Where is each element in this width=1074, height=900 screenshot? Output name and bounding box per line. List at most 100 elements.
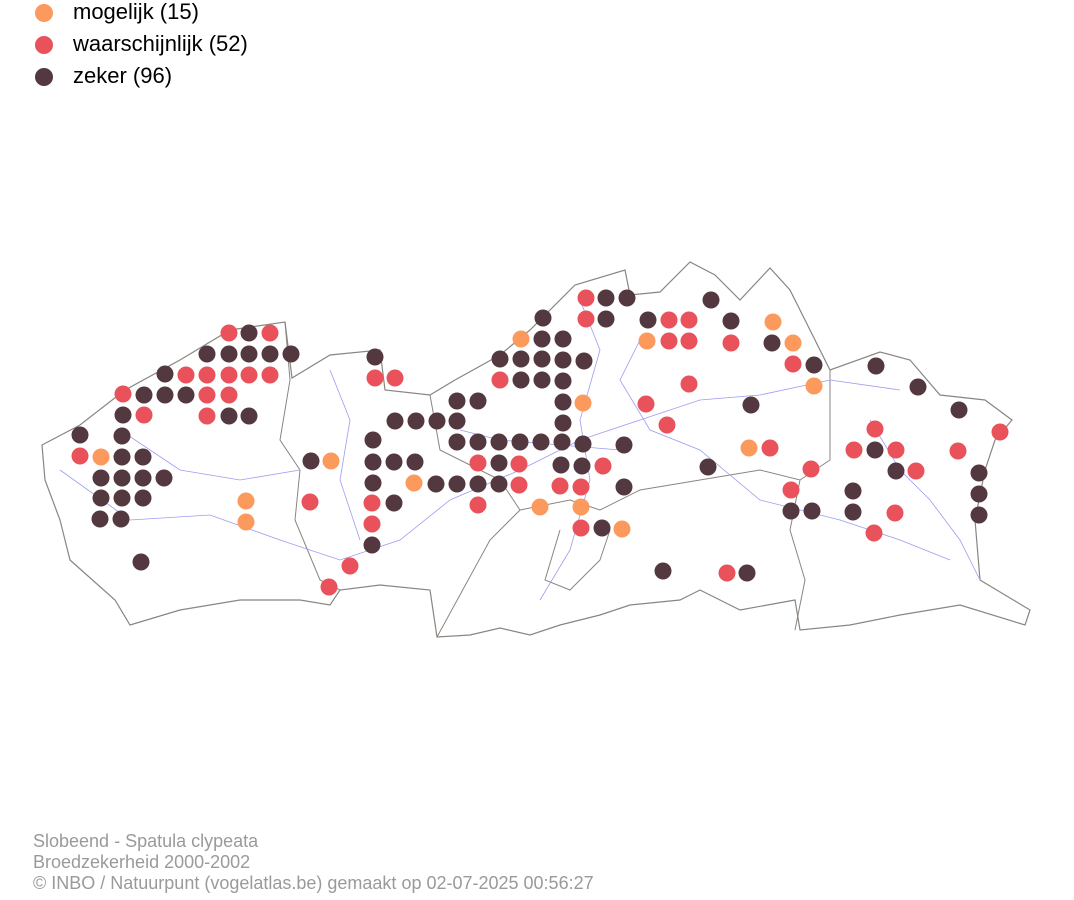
- observation-dot: [491, 371, 509, 389]
- legend-swatch: [35, 68, 53, 86]
- observation-dot: [91, 510, 109, 528]
- observation-dot: [554, 372, 572, 390]
- observation-dot: [490, 475, 508, 493]
- observation-dot: [844, 482, 862, 500]
- observation-dot: [112, 510, 130, 528]
- observation-dot: [407, 412, 425, 430]
- observation-dot: [198, 386, 216, 404]
- observation-dot: [761, 439, 779, 457]
- observation-dot: [491, 350, 509, 368]
- river: [119, 429, 301, 481]
- observation-dot: [71, 426, 89, 444]
- observation-dot: [805, 377, 823, 395]
- observation-dot: [510, 455, 528, 473]
- observation-dot: [844, 503, 862, 521]
- observation-dot: [469, 475, 487, 493]
- observation-dot: [512, 350, 530, 368]
- observation-dot: [572, 519, 590, 537]
- observation-dot: [593, 519, 611, 537]
- observation-dot: [577, 310, 595, 328]
- observation-dot: [554, 330, 572, 348]
- observation-dot: [782, 502, 800, 520]
- observation-dot: [615, 436, 633, 454]
- observation-dot: [428, 412, 446, 430]
- observation-dot: [490, 454, 508, 472]
- observation-dot: [385, 453, 403, 471]
- observation-dot: [363, 536, 381, 554]
- observation-dot: [597, 310, 615, 328]
- observation-dot: [113, 469, 131, 487]
- observation-dot: [887, 462, 905, 480]
- observation-dot: [364, 431, 382, 449]
- observation-dot: [427, 475, 445, 493]
- observation-dot: [132, 553, 150, 571]
- observation-dot: [970, 485, 988, 503]
- observation-dot: [680, 375, 698, 393]
- river: [869, 419, 981, 581]
- observation-dot: [448, 392, 466, 410]
- observation-dot: [554, 351, 572, 369]
- observation-dot: [803, 502, 821, 520]
- observation-dot: [341, 557, 359, 575]
- observation-dot: [784, 334, 802, 352]
- observation-dot: [907, 462, 925, 480]
- observation-dot: [782, 481, 800, 499]
- observation-dot: [156, 365, 174, 383]
- observation-dot: [469, 392, 487, 410]
- observation-dot: [92, 448, 110, 466]
- observation-dot: [802, 460, 820, 478]
- legend-label: zeker (96): [73, 63, 172, 88]
- observation-dot: [490, 433, 508, 451]
- observation-dot: [135, 386, 153, 404]
- observation-dot: [240, 366, 258, 384]
- observation-dot: [533, 350, 551, 368]
- legend-label: waarschijnlijk (52): [72, 31, 248, 56]
- observation-dot: [886, 504, 904, 522]
- observation-dot: [845, 441, 863, 459]
- observation-dot: [510, 476, 528, 494]
- observation-dot: [531, 498, 549, 516]
- observation-dot: [970, 464, 988, 482]
- observation-dot: [469, 496, 487, 514]
- observation-dot: [92, 469, 110, 487]
- observation-dot: [220, 345, 238, 363]
- observation-dot: [534, 309, 552, 327]
- observation-dot: [784, 355, 802, 373]
- observation-dot: [639, 311, 657, 329]
- observation-dot: [594, 457, 612, 475]
- observation-dot: [949, 442, 967, 460]
- observation-dot: [363, 494, 381, 512]
- observation-dot: [364, 474, 382, 492]
- legend-swatch: [35, 4, 53, 22]
- observation-dot: [240, 324, 258, 342]
- observation-dot: [533, 371, 551, 389]
- footer-line: Slobeend - Spatula clypeata: [33, 831, 259, 851]
- observation-dot: [551, 477, 569, 495]
- observation-dot: [613, 520, 631, 538]
- observation-dot: [386, 412, 404, 430]
- observation-dot: [322, 452, 340, 470]
- observation-dot: [405, 474, 423, 492]
- observation-dot: [469, 433, 487, 451]
- observation-dot: [552, 456, 570, 474]
- legend-label: mogelijk (15): [73, 0, 199, 24]
- observation-dot: [680, 332, 698, 350]
- observation-dot: [198, 345, 216, 363]
- observation-dot: [511, 433, 529, 451]
- observation-dot: [638, 332, 656, 350]
- observation-dot: [867, 357, 885, 375]
- observation-dot: [261, 345, 279, 363]
- observation-dot: [366, 348, 384, 366]
- observation-dot: [577, 289, 595, 307]
- river: [329, 369, 361, 541]
- observation-dot: [177, 386, 195, 404]
- observation-dot: [155, 469, 173, 487]
- observation-dot: [469, 454, 487, 472]
- observation-dot: [597, 289, 615, 307]
- observation-dot: [386, 369, 404, 387]
- observation-dot: [532, 433, 550, 451]
- observation-dot: [240, 345, 258, 363]
- observation-dot: [738, 564, 756, 582]
- observation-dot: [301, 493, 319, 511]
